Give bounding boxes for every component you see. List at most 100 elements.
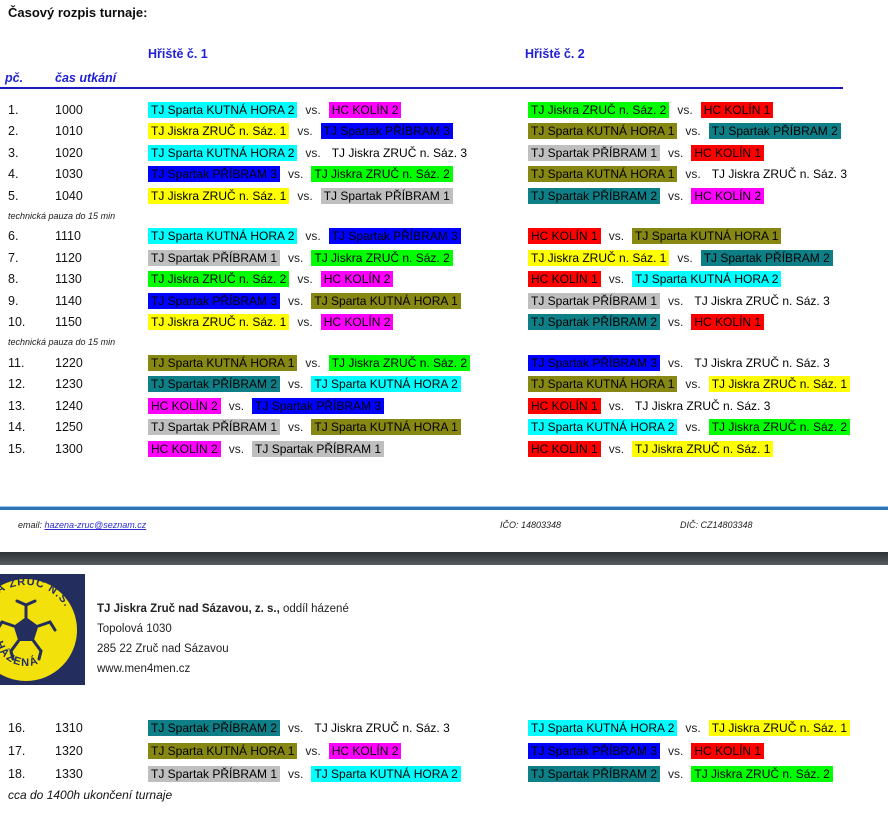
team-name: TJ Jiskra ZRUČ n. Sáz. 2 [528, 101, 670, 118]
team-name: TJ Jiskra ZRUČ n. Sáz. 2 [311, 249, 453, 266]
team-name: TJ Jiskra ZRUČ n. Sáz. 1 [148, 187, 290, 204]
vs-label: vs. [685, 721, 701, 736]
team-name: TJ Spartak PŘÍBRAM 1 [528, 144, 661, 161]
match-number: 7. [8, 250, 19, 265]
team-name: TJ Jiskra ZRUČ n. Sáz. 1 [148, 314, 290, 331]
vs-label: vs. [668, 355, 684, 370]
match-number: 2. [8, 124, 19, 139]
team-name: TJ Spartak PŘÍBRAM 2 [148, 720, 281, 737]
match-row: 8. 1130 TJ Jiskra ZRUČ n. Sáz. 2 vs. HC KOLÍ… [0, 269, 888, 291]
vs-label: vs. [677, 250, 693, 265]
match-time: 1120 [55, 250, 82, 265]
team-name: TJ Sparta KUTNÁ HORA 2 [528, 720, 678, 737]
vs-label: vs. [288, 167, 304, 182]
match-row: 5. 1040 TJ Jiskra ZRUČ n. Sáz. 1 vs. TJ Spar… [0, 185, 888, 207]
match-row: 7. 1120 TJ Spartak PŘÍBRAM 1 vs. TJ Jiskra Z… [0, 247, 888, 269]
field2-match: TJ Jiskra ZRUČ n. Sáz. 2 vs. HC KOLÍN 1 [528, 101, 888, 118]
footer-email: email: hazena-zruc@seznam.cz [18, 520, 146, 530]
club-division: oddíl házené [279, 603, 349, 615]
team-name: TJ Sparta KUTNÁ HORA 2 [148, 228, 298, 245]
match-row: 1. 1000 TJ Sparta KUTNÁ HORA 2 vs. HC KOLÍN … [0, 99, 888, 121]
field1-match: HC KOLÍN 2 vs. TJ Spartak PŘÍBRAM 1 [148, 440, 528, 457]
match-number: 4. [8, 167, 19, 182]
vs-label: vs. [288, 377, 304, 392]
field2-match: TJ Jiskra ZRUČ n. Sáz. 1 vs. TJ Spartak PŘ… [528, 249, 888, 266]
vs-label: vs. [288, 721, 304, 736]
vs-label: vs. [668, 766, 684, 781]
field2-match: TJ Sparta KUTNÁ HORA 1 vs. TJ Spartak PŘÍB… [528, 123, 888, 140]
email-link[interactable]: hazena-zruc@seznam.cz [44, 520, 147, 530]
vs-label: vs. [305, 102, 321, 117]
team-name: TJ Sparta KUTNÁ HORA 1 [528, 376, 678, 393]
team-name: TJ Spartak PŘÍBRAM 3 [252, 397, 385, 414]
match-number: 3. [8, 145, 19, 160]
team-name: TJ Spartak PŘÍBRAM 1 [148, 419, 281, 436]
team-name: TJ Jiskra ZRUČ n. Sáz. 2 [311, 166, 453, 183]
vs-label: vs. [668, 744, 684, 759]
field1-match: TJ Jiskra ZRUČ n. Sáz. 1 vs. HC KOLÍN 2 [148, 314, 528, 331]
team-name: HC KOLÍN 1 [700, 101, 774, 118]
match-row: 17. 1320 TJ Sparta KUTNÁ HORA 1 vs. HC KOLÍN… [0, 740, 888, 763]
field1-match: TJ Spartak PŘÍBRAM 2 vs. TJ Jiskra ZRUČ n.… [148, 720, 528, 737]
team-name: TJ Spartak PŘÍBRAM 3 [148, 166, 281, 183]
field2-match: TJ Spartak PŘÍBRAM 2 vs. HC KOLÍN 1 [528, 314, 888, 331]
match-time: 1320 [55, 744, 83, 759]
match-row: 12. 1230 TJ Spartak PŘÍBRAM 2 vs. TJ Sparta … [0, 374, 888, 396]
match-time: 1220 [55, 355, 83, 370]
team-name: HC KOLÍN 2 [148, 397, 221, 414]
team-name: TJ Jiskra ZRUČ n. Sáz. 3 [314, 721, 450, 736]
team-name: TJ Jiskra ZRUČ n. Sáz. 1 [148, 123, 290, 140]
field1-match: TJ Sparta KUTNÁ HORA 2 vs. TJ Jiskra ZRUČ … [148, 144, 528, 161]
team-name: TJ Jiskra ZRUČ n. Sáz. 3 [694, 293, 830, 308]
team-name: HC KOLÍN 2 [328, 743, 402, 760]
match-row: 3. 1020 TJ Sparta KUTNÁ HORA 2 vs. TJ Jiskra… [0, 142, 888, 164]
team-name: HC KOLÍN 2 [320, 314, 394, 331]
team-name: TJ Spartak PŘÍBRAM 2 [708, 123, 841, 140]
field1-match: TJ Spartak PŘÍBRAM 3 vs. TJ Jiskra ZRUČ n.… [148, 166, 528, 183]
technical-pause-note: technická pauza do 15 min [8, 210, 116, 221]
match-time: 1140 [55, 293, 82, 308]
field2-match: TJ Sparta KUTNÁ HORA 2 vs. TJ Jiskra ZRUČ … [528, 720, 888, 737]
team-name: TJ Sparta KUTNÁ HORA 1 [148, 354, 298, 371]
field2-match: TJ Spartak PŘÍBRAM 2 vs. HC KOLÍN 2 [528, 187, 888, 204]
team-name: TJ Spartak PŘÍBRAM 1 [148, 249, 281, 266]
field1-match: TJ Spartak PŘÍBRAM 3 vs. TJ Sparta KUTNÁ H… [148, 292, 528, 309]
match-row: 15. 1300 HC KOLÍN 2 vs. TJ Spartak PŘÍBRAM 1… [0, 438, 888, 460]
team-name: TJ Jiskra ZRUČ n. Sáz. 1 [632, 440, 774, 457]
vs-label: vs. [668, 145, 684, 160]
team-name: TJ Jiskra ZRUČ n. Sáz. 3 [635, 398, 771, 413]
team-name: HC KOLÍN 2 [148, 440, 221, 457]
field1-match: TJ Sparta KUTNÁ HORA 1 vs. TJ Jiskra ZRUČ … [148, 354, 528, 371]
match-number: 6. [8, 229, 19, 244]
match-time: 1150 [55, 315, 82, 330]
team-name: TJ Sparta KUTNÁ HORA 1 [148, 743, 298, 760]
team-name: TJ Sparta KUTNÁ HORA 2 [311, 765, 461, 782]
match-time: 1300 [55, 441, 83, 456]
field1-match: TJ Sparta KUTNÁ HORA 2 vs. TJ Spartak PŘÍB… [148, 228, 528, 245]
team-name: TJ Jiskra ZRUČ n. Sáz. 3 [694, 355, 830, 370]
team-name: TJ Spartak PŘÍBRAM 1 [320, 187, 453, 204]
vs-label: vs. [677, 102, 693, 117]
match-time: 1330 [55, 766, 83, 781]
team-name: TJ Spartak PŘÍBRAM 2 [528, 187, 661, 204]
field2-match: HC KOLÍN 1 vs. TJ Sparta KUTNÁ HORA 1 [528, 228, 888, 245]
team-name: TJ Spartak PŘÍBRAM 3 [148, 292, 281, 309]
team-name: TJ Spartak PŘÍBRAM 2 [700, 249, 833, 266]
vs-label: vs. [297, 124, 313, 139]
team-name: TJ Spartak PŘÍBRAM 1 [528, 292, 661, 309]
vs-label: vs. [297, 188, 313, 203]
team-name: TJ Sparta KUTNÁ HORA 1 [528, 166, 678, 183]
match-time: 1230 [55, 377, 83, 392]
team-name: HC KOLÍN 1 [528, 271, 601, 288]
team-name: HC KOLÍN 2 [691, 187, 765, 204]
team-name: TJ Jiskra ZRUČ n. Sáz. 2 [328, 354, 471, 371]
vs-label: vs. [305, 145, 321, 160]
match-number: 10. [8, 315, 26, 330]
team-name: TJ Jiskra ZRUČ n. Sáz. 3 [711, 167, 848, 182]
match-number: 14. [8, 420, 26, 435]
team-name: HC KOLÍN 1 [691, 743, 765, 760]
vs-label: vs. [668, 315, 684, 330]
team-name: TJ Sparta KUTNÁ HORA 2 [148, 101, 298, 118]
field2-match: HC KOLÍN 1 vs. TJ Jiskra ZRUČ n. Sáz. 1 [528, 440, 888, 457]
match-row: 14. 1250 TJ Spartak PŘÍBRAM 1 vs. TJ Sparta … [0, 417, 888, 439]
